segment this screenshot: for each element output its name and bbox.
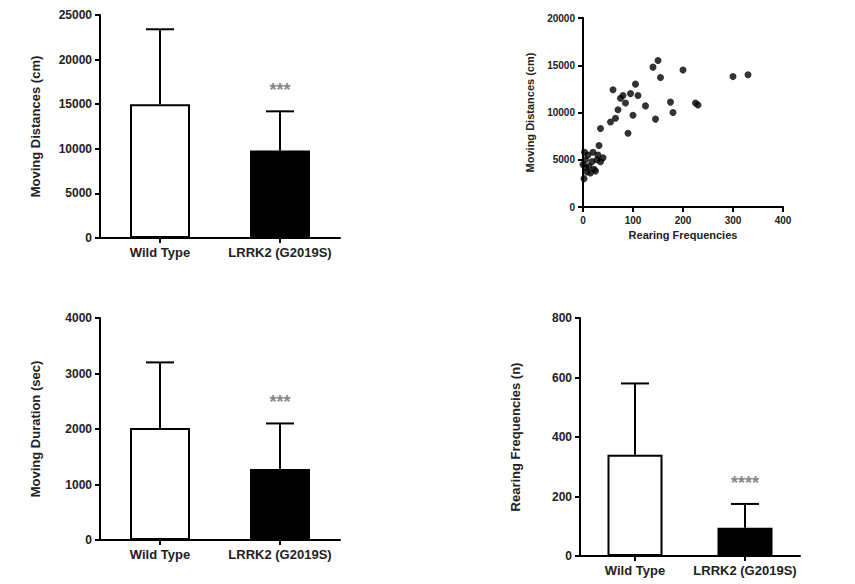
svg-text:800: 800 <box>552 311 572 325</box>
svg-text:5000: 5000 <box>65 186 92 200</box>
svg-text:****: **** <box>731 473 759 493</box>
svg-text:Rearing Frequencies: Rearing Frequencies <box>629 229 738 241</box>
svg-text:LRRK2 (G2019S): LRRK2 (G2019S) <box>228 245 331 260</box>
svg-text:20000: 20000 <box>547 13 575 24</box>
svg-text:Moving Distances (cm): Moving Distances (cm) <box>28 56 43 198</box>
svg-text:3000: 3000 <box>65 367 92 381</box>
svg-text:LRRK2 (G2019S): LRRK2 (G2019S) <box>228 547 331 562</box>
svg-text:15000: 15000 <box>547 60 575 71</box>
svg-text:400: 400 <box>552 430 572 444</box>
svg-text:5000: 5000 <box>553 154 576 165</box>
svg-text:***: *** <box>269 80 290 100</box>
svg-text:0: 0 <box>85 533 92 547</box>
svg-text:Moving Distances (cm): Moving Distances (cm) <box>524 52 536 172</box>
svg-text:***: *** <box>269 392 290 412</box>
svg-text:4000: 4000 <box>65 311 92 325</box>
svg-text:200: 200 <box>552 490 572 504</box>
svg-text:600: 600 <box>552 371 572 385</box>
svg-text:Wild Type: Wild Type <box>130 245 190 260</box>
svg-text:0: 0 <box>565 549 572 563</box>
svg-text:LRRK2 (G2019S): LRRK2 (G2019S) <box>693 563 796 578</box>
svg-text:2000: 2000 <box>65 422 92 436</box>
svg-text:0: 0 <box>85 231 92 245</box>
svg-text:0: 0 <box>580 215 586 226</box>
svg-text:300: 300 <box>725 215 742 226</box>
svg-text:10000: 10000 <box>59 142 93 156</box>
svg-text:25000: 25000 <box>59 8 93 22</box>
svg-text:1000: 1000 <box>65 478 92 492</box>
svg-text:Wild Type: Wild Type <box>130 547 190 562</box>
svg-text:Rearing Frequencies (n): Rearing Frequencies (n) <box>508 363 523 512</box>
svg-text:15000: 15000 <box>59 97 93 111</box>
svg-text:200: 200 <box>675 215 692 226</box>
svg-text:20000: 20000 <box>59 53 93 67</box>
svg-text:Wild Type: Wild Type <box>605 563 665 578</box>
svg-text:0: 0 <box>569 202 575 213</box>
svg-text:100: 100 <box>625 215 642 226</box>
svg-text:10000: 10000 <box>547 107 575 118</box>
svg-text:400: 400 <box>775 215 792 226</box>
svg-text:Moving Duration (sec): Moving Duration (sec) <box>28 361 43 498</box>
